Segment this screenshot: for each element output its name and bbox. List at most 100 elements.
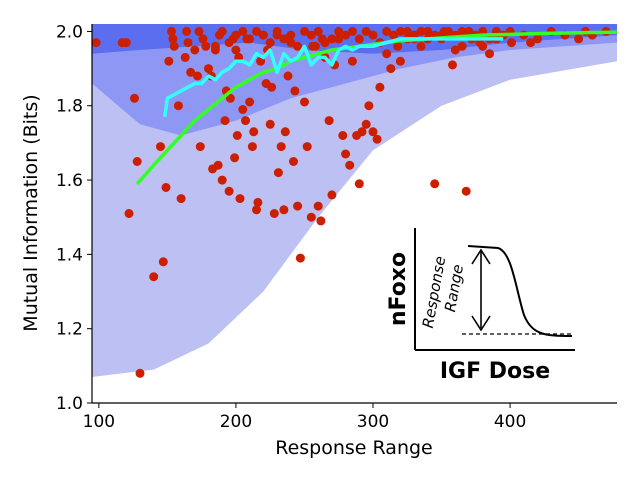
scatter-point (245, 97, 255, 107)
scatter-point (149, 272, 159, 282)
scatter-point (279, 205, 289, 215)
scatter-point (182, 26, 192, 36)
scatter-point (173, 101, 183, 111)
scatter-point (132, 157, 142, 166)
binned-mean-line (162, 37, 504, 118)
scatter-point (224, 186, 234, 196)
scatter-point (161, 183, 171, 192)
scatter-point (247, 142, 257, 152)
scatter-point (313, 26, 323, 36)
scatter-point (461, 186, 471, 196)
scatter-point (252, 205, 261, 215)
scatter-point (201, 41, 211, 51)
x-tick-label: 400 (494, 412, 526, 432)
inset-arrow-head-top (471, 248, 491, 265)
scatter-point (286, 38, 296, 48)
scatter-point (347, 56, 357, 66)
scatter-point (183, 38, 193, 48)
scatter-point (290, 86, 300, 96)
scatter-point (231, 45, 241, 55)
scatter-point (295, 253, 305, 263)
scatter-point (354, 34, 364, 44)
scatter-point (194, 26, 204, 36)
scatter-point (364, 101, 374, 111)
x-tick-label: 200 (220, 412, 252, 432)
scatter-point (245, 34, 255, 44)
x-tick-label: 100 (83, 412, 115, 432)
scatter-point (526, 38, 536, 48)
scatter-point (280, 127, 290, 137)
scatter-point (368, 30, 378, 40)
scatter-point (341, 30, 351, 40)
scatter-point (450, 45, 460, 55)
scatter-point (316, 216, 326, 226)
scatter-point (269, 209, 279, 218)
fit-line (135, 30, 617, 185)
scatter-point (276, 142, 286, 152)
scatter-point (507, 38, 516, 48)
y-ticks: 1.0 1.2 1.4 1.6 1.8 2.0 (56, 22, 92, 414)
scatter-point (324, 116, 334, 126)
scatter-point (395, 26, 405, 36)
scatter-point (300, 97, 309, 107)
scatter-point (313, 201, 323, 211)
scatter-point (238, 105, 248, 114)
scatter-point (158, 257, 168, 267)
scatter-point (135, 368, 145, 378)
scatter-point (180, 52, 190, 62)
scatter-point (204, 64, 213, 74)
scatter-point (213, 160, 223, 170)
scatter-point (230, 153, 240, 163)
scatter-point (210, 41, 220, 51)
scatter-point (265, 119, 275, 129)
scatter-point (368, 127, 378, 137)
scatter-point (217, 175, 227, 185)
scatter-point (448, 60, 457, 70)
scatter-point (92, 38, 101, 48)
scatter-point (464, 26, 474, 36)
fit-line-path (135, 30, 617, 185)
scatter-point (156, 142, 165, 152)
scatter-point (193, 71, 202, 81)
scatter-point (217, 26, 227, 36)
x-axis-title: Response Range (275, 437, 433, 459)
scatter-point (225, 93, 235, 103)
scatter-point (430, 179, 440, 189)
y-tick-label: 1.2 (56, 320, 83, 340)
scatter-point (395, 56, 405, 66)
scatter-point (574, 34, 584, 44)
scatter-point (231, 30, 241, 40)
scatter-point (224, 38, 234, 48)
scatter-point (382, 49, 392, 59)
scatter-point (306, 212, 316, 222)
scatter-point (195, 142, 205, 152)
scatter-point (310, 41, 320, 51)
scatter-point (361, 26, 371, 36)
scatter-point (357, 127, 367, 137)
y-tick-label: 1.4 (56, 245, 83, 265)
scatter-point (265, 38, 275, 48)
scatter-point (272, 26, 282, 36)
y-tick-label: 1.6 (56, 171, 83, 191)
scatter-point (167, 26, 176, 36)
scatter-point (238, 26, 248, 36)
scatter-point (345, 160, 355, 170)
scatter-point (252, 26, 261, 36)
scatter-point (267, 82, 277, 92)
scatter-point (320, 38, 330, 48)
scatter-point (130, 93, 139, 103)
scatter-point (478, 41, 488, 51)
inset-arrow-head-bottom (471, 315, 491, 332)
y-tick-label: 2.0 (56, 22, 83, 42)
scatter-point (176, 194, 186, 204)
scatter-point (124, 209, 134, 218)
y-axis-title: Mutual Information (Bits) (20, 94, 42, 331)
scatter-point (286, 30, 296, 40)
scatter-point (279, 34, 289, 44)
y-tick-label: 1.8 (56, 97, 83, 117)
scatter-point (485, 49, 494, 59)
scatter-point (327, 190, 337, 200)
scatter-point (241, 116, 250, 126)
confidence-bands (92, 24, 617, 377)
